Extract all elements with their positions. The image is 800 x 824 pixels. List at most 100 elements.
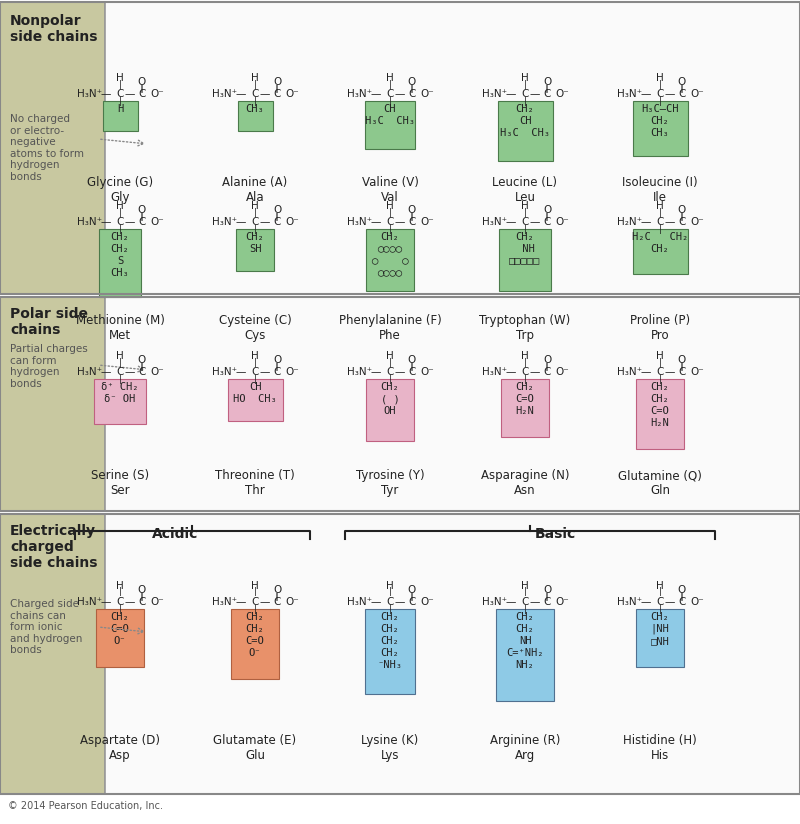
- Text: —: —: [260, 367, 270, 377]
- Text: CH₃: CH₃: [110, 268, 130, 278]
- Text: C: C: [678, 89, 686, 99]
- Text: O: O: [273, 585, 281, 595]
- Text: —: —: [641, 89, 651, 99]
- Text: Arginine (R)
Arg: Arginine (R) Arg: [490, 734, 560, 762]
- Text: Valine (V)
Val: Valine (V) Val: [362, 176, 418, 204]
- Text: CH₂: CH₂: [381, 624, 399, 634]
- Text: ( ): ( ): [381, 394, 399, 404]
- Text: O⁻: O⁻: [690, 597, 704, 607]
- Bar: [105, 297, 800, 511]
- Text: CH₂: CH₂: [516, 612, 534, 622]
- Text: Charged side
chains can
form ionic
and hydrogen
bonds: Charged side chains can form ionic and h…: [10, 599, 82, 655]
- Text: Proline (P)
Pro: Proline (P) Pro: [630, 314, 690, 342]
- Text: |: |: [118, 358, 122, 367]
- Text: CH₂: CH₂: [246, 624, 264, 634]
- Text: ∥: ∥: [680, 362, 684, 371]
- Text: H: H: [386, 351, 394, 361]
- Text: |: |: [389, 605, 391, 614]
- Text: Cysteine (C)
Cys: Cysteine (C) Cys: [218, 314, 291, 342]
- Text: Asparagine (N)
Asn: Asparagine (N) Asn: [481, 469, 570, 497]
- Text: —: —: [530, 89, 540, 99]
- Text: |: |: [658, 358, 662, 367]
- Text: —: —: [395, 217, 405, 227]
- Text: —: —: [506, 367, 516, 377]
- Text: |: |: [254, 605, 257, 614]
- Bar: [365, 609, 415, 694]
- Text: O: O: [543, 355, 551, 365]
- Text: —: —: [530, 597, 540, 607]
- Text: O: O: [273, 77, 281, 87]
- Text: O⁻: O⁻: [150, 597, 164, 607]
- Text: C: C: [274, 367, 281, 377]
- Bar: [366, 379, 414, 441]
- Text: C: C: [138, 367, 146, 377]
- Text: CH: CH: [249, 382, 262, 392]
- Text: |: |: [658, 605, 662, 614]
- Bar: [633, 101, 688, 156]
- Text: |: |: [389, 224, 391, 233]
- Text: O: O: [678, 355, 686, 365]
- Bar: [501, 379, 549, 437]
- Text: Serine (S)
Ser: Serine (S) Ser: [91, 469, 149, 497]
- Text: H: H: [251, 581, 259, 591]
- Text: OH: OH: [384, 406, 396, 416]
- Text: ◯    ◯: ◯ ◯: [371, 256, 409, 266]
- Bar: [499, 229, 551, 291]
- Text: ∥: ∥: [410, 83, 414, 92]
- Text: Phenylalanine (F)
Phe: Phenylalanine (F) Phe: [338, 314, 442, 342]
- Text: H₃N⁺: H₃N⁺: [213, 89, 238, 99]
- Text: |: |: [254, 96, 257, 105]
- Text: —: —: [371, 217, 381, 227]
- Text: Tyrosine (Y)
Tyr: Tyrosine (Y) Tyr: [356, 469, 424, 497]
- Text: O: O: [678, 585, 686, 595]
- Text: H₃N⁺: H₃N⁺: [482, 217, 507, 227]
- Text: |: |: [523, 358, 526, 367]
- Text: ∥: ∥: [140, 592, 144, 601]
- Text: O⁻: O⁻: [420, 89, 434, 99]
- Text: H: H: [251, 351, 259, 361]
- Text: C: C: [386, 597, 394, 607]
- Bar: [105, 514, 800, 794]
- Text: H₃N⁺: H₃N⁺: [78, 89, 102, 99]
- Bar: [99, 229, 141, 297]
- Text: δ⁺ CH₂: δ⁺ CH₂: [102, 382, 138, 392]
- Bar: [0, 514, 105, 794]
- Text: C: C: [522, 217, 529, 227]
- Bar: [105, 2, 800, 294]
- Text: H: H: [116, 351, 124, 361]
- Text: Glycine (G)
Gly: Glycine (G) Gly: [87, 176, 153, 204]
- Text: Methionine (M)
Met: Methionine (M) Met: [75, 314, 165, 342]
- Text: C: C: [274, 217, 281, 227]
- Text: H₃N⁺: H₃N⁺: [347, 89, 373, 99]
- Text: CH₂: CH₂: [516, 382, 534, 392]
- Text: |: |: [254, 358, 257, 367]
- Text: —: —: [125, 367, 135, 377]
- Text: |: |: [523, 374, 526, 383]
- Bar: [228, 379, 283, 421]
- Text: Acidic: Acidic: [152, 527, 198, 541]
- Text: C: C: [138, 597, 146, 607]
- Text: —: —: [530, 217, 540, 227]
- Text: C=⁺NH₂: C=⁺NH₂: [506, 648, 544, 658]
- Text: Glutamine (Q)
Gln: Glutamine (Q) Gln: [618, 469, 702, 497]
- Text: C: C: [543, 217, 550, 227]
- Text: |: |: [523, 605, 526, 614]
- Text: O: O: [138, 585, 146, 595]
- Text: O: O: [138, 77, 146, 87]
- Text: O⁻: O⁻: [690, 89, 704, 99]
- Text: |: |: [523, 588, 526, 597]
- Text: —: —: [260, 597, 270, 607]
- Text: |: |: [389, 208, 391, 217]
- Bar: [238, 101, 273, 131]
- Text: ∥: ∥: [410, 362, 414, 371]
- Text: Glutamate (E)
Glu: Glutamate (E) Glu: [214, 734, 297, 762]
- Bar: [0, 297, 105, 511]
- Text: C: C: [543, 89, 550, 99]
- Text: CH: CH: [518, 116, 531, 126]
- Text: —: —: [101, 597, 111, 607]
- Bar: [636, 379, 684, 449]
- Text: CH₂: CH₂: [381, 382, 399, 392]
- Text: CH₂: CH₂: [381, 612, 399, 622]
- Text: H₂N: H₂N: [516, 406, 534, 416]
- Text: —: —: [530, 367, 540, 377]
